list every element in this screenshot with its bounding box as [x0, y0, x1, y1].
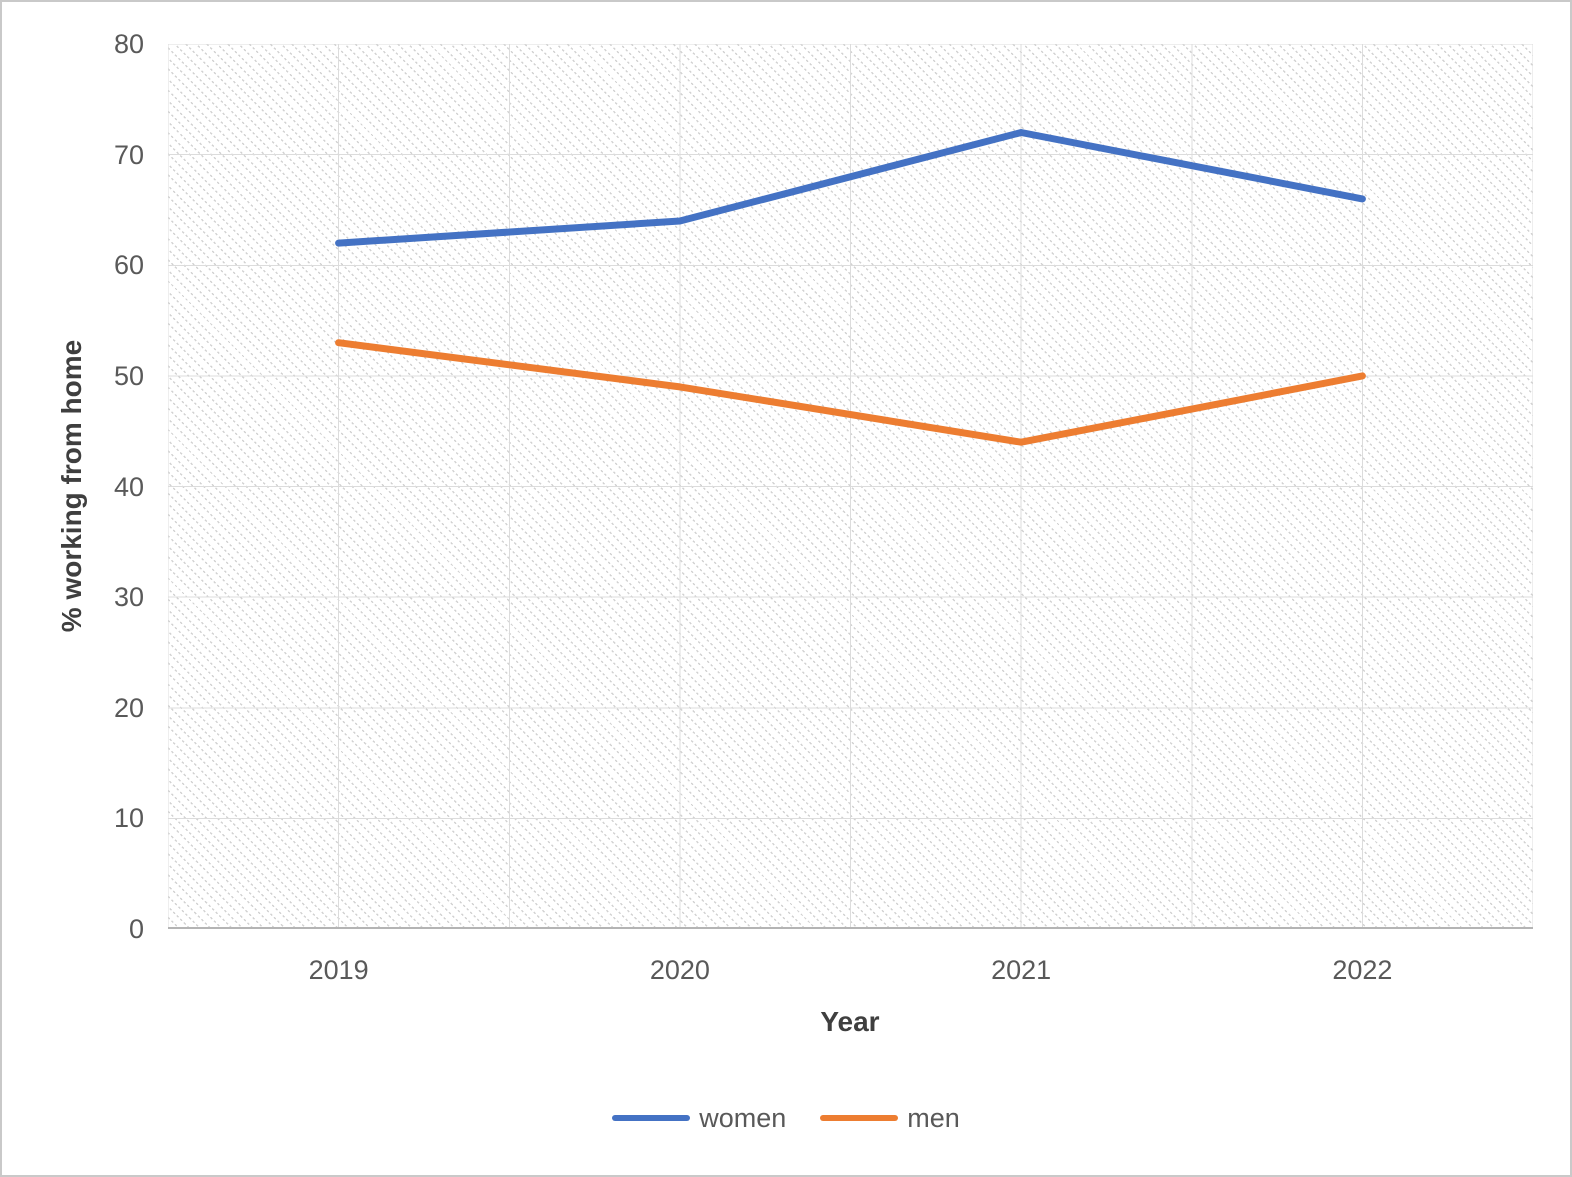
chart-canvas: [168, 44, 1533, 929]
y-tick-label: 70: [113, 139, 144, 170]
legend-label: women: [699, 1103, 787, 1133]
y-tick-label: 60: [113, 250, 144, 281]
legend: women men: [2, 1102, 1570, 1134]
y-tick-label: 20: [113, 692, 144, 723]
y-tick-label: 80: [113, 29, 144, 59]
legend-label: men: [907, 1103, 960, 1133]
gridlines: [168, 44, 1533, 929]
legend-item-men: men: [820, 1102, 960, 1134]
x-tick-label: 2021: [991, 955, 1052, 985]
x-axis-title: Year: [820, 1006, 880, 1037]
y-tick-label: 10: [113, 803, 144, 834]
y-tick-label: 30: [113, 582, 144, 613]
y-tick-label: 50: [113, 360, 144, 391]
y-axis-title: % working from home: [56, 339, 87, 633]
y-tick-label: 0: [128, 914, 144, 944]
x-tick-label: 2019: [308, 955, 369, 985]
series-lines: [335, 129, 1366, 446]
legend-swatch-women: [612, 1115, 691, 1121]
series-line-women: [335, 129, 1366, 247]
plot-area: [168, 44, 1533, 929]
legend-swatch-men: [820, 1115, 899, 1121]
series-line-men: [335, 339, 1366, 446]
x-tick-label: 2022: [1332, 955, 1393, 985]
y-tick-label: 40: [113, 471, 144, 502]
x-tick-label: 2020: [649, 955, 710, 985]
legend-item-women: women: [612, 1102, 786, 1134]
